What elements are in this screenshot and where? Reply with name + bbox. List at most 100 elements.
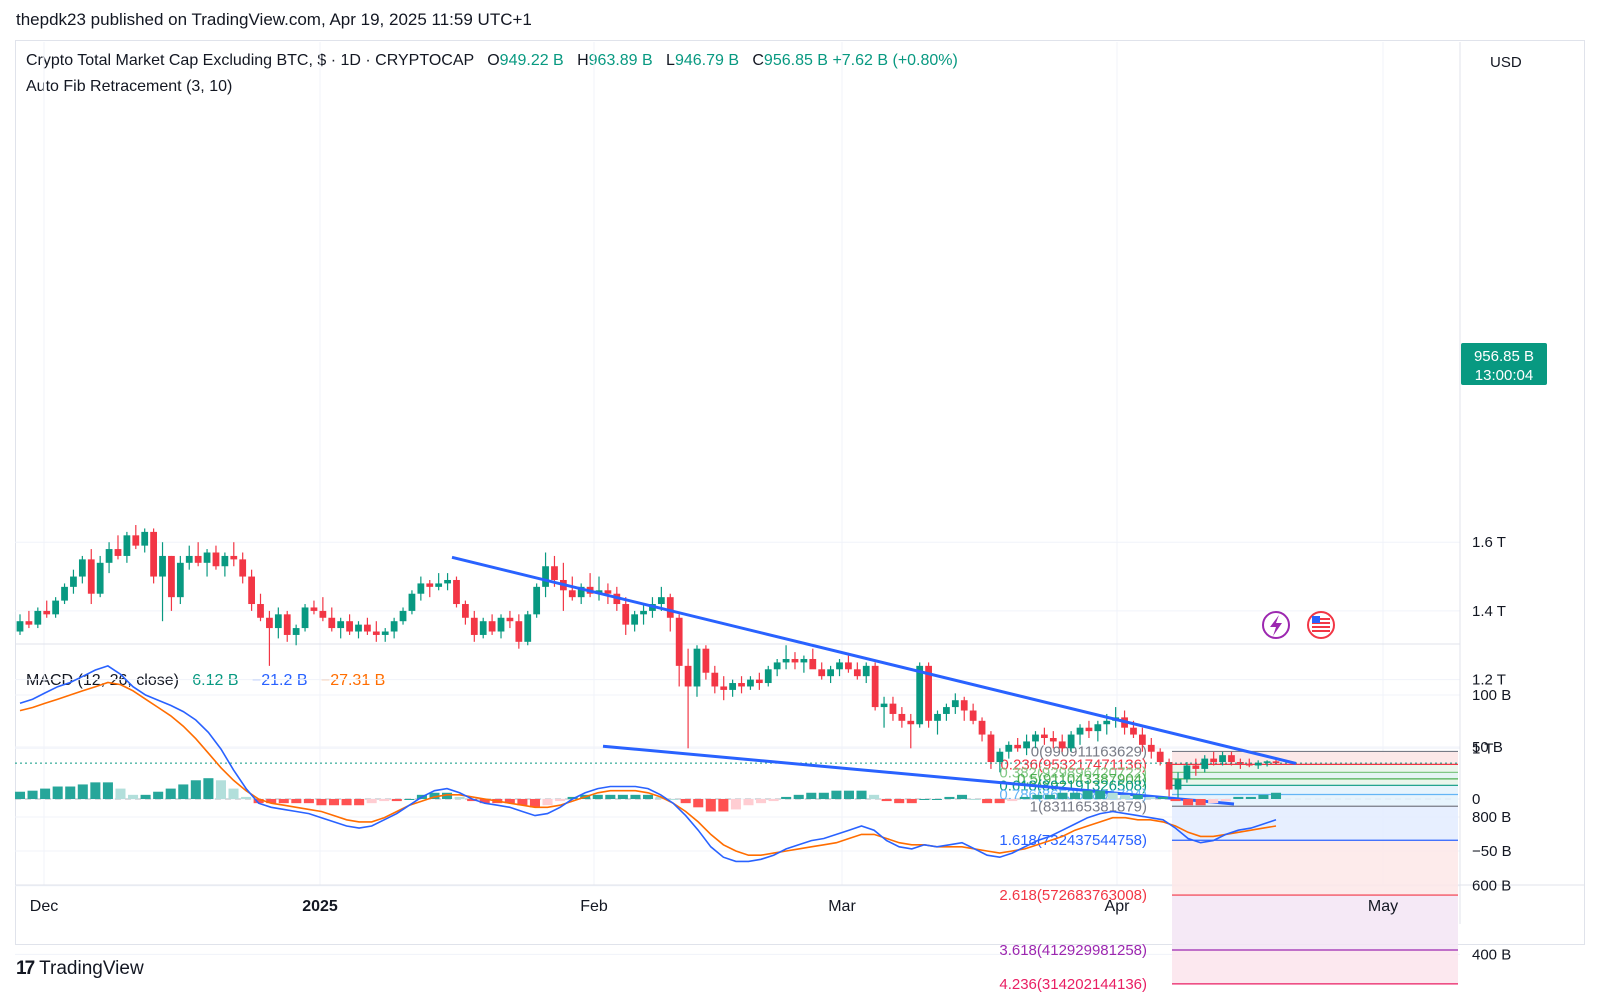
symbol-title[interactable]: Crypto Total Market Cap Excluding BTC, $…: [26, 52, 474, 69]
candle-body-66: [604, 590, 612, 594]
candle-body-31: [292, 628, 300, 635]
macd-hist-bar-34: [442, 792, 453, 799]
macd-hist-bar-64: [818, 792, 829, 799]
macd-hist-bar-2: [40, 788, 51, 799]
macd-hist-bar-76: [969, 799, 980, 800]
candle-body-35: [328, 617, 336, 629]
macd-hist-bar-49: [630, 794, 641, 799]
candle-body-83: [755, 679, 763, 684]
fib-label-10: 4.236(314202144136): [999, 976, 1147, 993]
chart-frame: [15, 40, 1585, 945]
ohlc-close-value: 956.85 B: [763, 52, 828, 69]
candle-body-32: [301, 607, 309, 629]
candle-body-98: [889, 703, 897, 714]
candle-body-10: [105, 549, 113, 563]
candle-body-1: [25, 621, 33, 625]
candle-body-70: [640, 610, 647, 615]
candle-body-14: [141, 531, 149, 546]
macd-hist-value: 6.12 B: [192, 672, 239, 689]
macd-signal-line: [19, 681, 1277, 857]
candle-body-21: [203, 552, 211, 563]
candle-body-95: [862, 665, 870, 677]
macd-hist-bar-37: [479, 799, 490, 804]
macd-hist-bar-88: [1120, 794, 1131, 799]
macd-hist-bar-59: [756, 799, 767, 804]
candle-body-114: [1032, 734, 1039, 742]
macd-hist-bar-95: [1208, 799, 1219, 804]
macd-hist-bar-100: [1270, 792, 1282, 799]
macd-hist-bar-57: [730, 799, 741, 810]
candle-body-62: [568, 590, 576, 598]
candle-body-81: [738, 683, 745, 687]
candle-body-111: [1005, 744, 1013, 752]
candle-body-85: [773, 662, 781, 670]
price-tick-5: 600 B: [1472, 878, 1511, 895]
candle-body-112: [1014, 744, 1022, 749]
fib-label-1: 0.236(953217471136): [1000, 756, 1147, 773]
macd-hist-bar-14: [190, 780, 201, 799]
fib-indicator-legend[interactable]: Auto Fib Retracement (3, 10): [26, 78, 233, 95]
tv-logo-word: TradingView: [39, 958, 144, 979]
symbol-legend: Crypto Total Market Cap Excluding BTC, $…: [26, 52, 958, 70]
time-tick-1: 2025: [302, 898, 338, 915]
fib-zone-9: [1172, 949, 1458, 984]
candle-body-79: [720, 686, 728, 690]
macd-hist-bar-12: [165, 788, 176, 799]
candle-body-11: [114, 549, 122, 556]
fib-zone-4: [1172, 785, 1458, 795]
candle-body-36: [337, 621, 345, 629]
macd-hist-bar-65: [831, 790, 842, 799]
macd-hist-bar-78: [994, 799, 1005, 804]
candle-body-72: [657, 597, 665, 605]
candle-body-27: [257, 604, 264, 618]
macd-hist-bar-27: [354, 799, 365, 806]
fib-zone-7: [1172, 840, 1458, 896]
time-tick-4: Apr: [1105, 898, 1131, 915]
macd-hist-bar-6: [90, 782, 101, 799]
candle-body-87: [791, 658, 799, 663]
published-header: thepdk23 published on TradingView.com, A…: [16, 10, 532, 29]
candle-body-138: [1245, 763, 1253, 766]
candle-body-48: [444, 579, 451, 584]
macd-hist-bar-72: [919, 799, 930, 800]
macd-hist-bar-36: [467, 799, 478, 802]
candle-body-104: [943, 707, 950, 714]
macd-hist-bar-98: [1245, 796, 1256, 799]
candle-body-131: [1183, 765, 1191, 780]
candle-body-60: [551, 566, 558, 580]
price-tick-2: 1.2 T: [1472, 672, 1506, 689]
macd-hist-bar-91: [1157, 796, 1168, 799]
candle-body-41: [381, 631, 389, 635]
fib-label-8: 2.618(572683763008): [999, 887, 1147, 904]
candle-body-53: [488, 621, 496, 632]
candle-body-107: [969, 710, 977, 721]
candle-body-80: [729, 683, 737, 690]
candle-body-59: [542, 566, 549, 587]
candle-body-88: [800, 658, 808, 663]
macd-hist-bar-4: [65, 786, 76, 799]
candle-body-26: [248, 576, 255, 605]
ohlc-low-value: 946.79 B: [674, 52, 740, 69]
macd-hist-bar-55: [705, 799, 716, 812]
candle-body-46: [426, 583, 434, 587]
candle-body-6: [70, 576, 77, 587]
candle-body-54: [497, 617, 505, 632]
currency-label[interactable]: USD: [1490, 54, 1522, 71]
flag-stripe-3: [1312, 630, 1330, 632]
candle-body-7: [78, 559, 86, 577]
candle-body-0: [16, 621, 24, 632]
candle-body-82: [747, 679, 754, 687]
candle-body-78: [711, 672, 719, 687]
wedge-upper-line: [451, 555, 1297, 765]
candle-body-135: [1219, 755, 1226, 763]
macd-hist-bar-41: [529, 799, 540, 808]
time-tick-5: May: [1368, 898, 1398, 915]
candle-body-56: [515, 621, 523, 642]
candle-body-128: [1156, 751, 1164, 763]
candle-body-52: [479, 621, 487, 635]
macd-hist-bar-85: [1082, 790, 1093, 799]
macd-tick-2: 0: [1472, 791, 1480, 808]
price-badge: [1461, 343, 1547, 385]
macd-hist-bar-39: [504, 799, 515, 804]
